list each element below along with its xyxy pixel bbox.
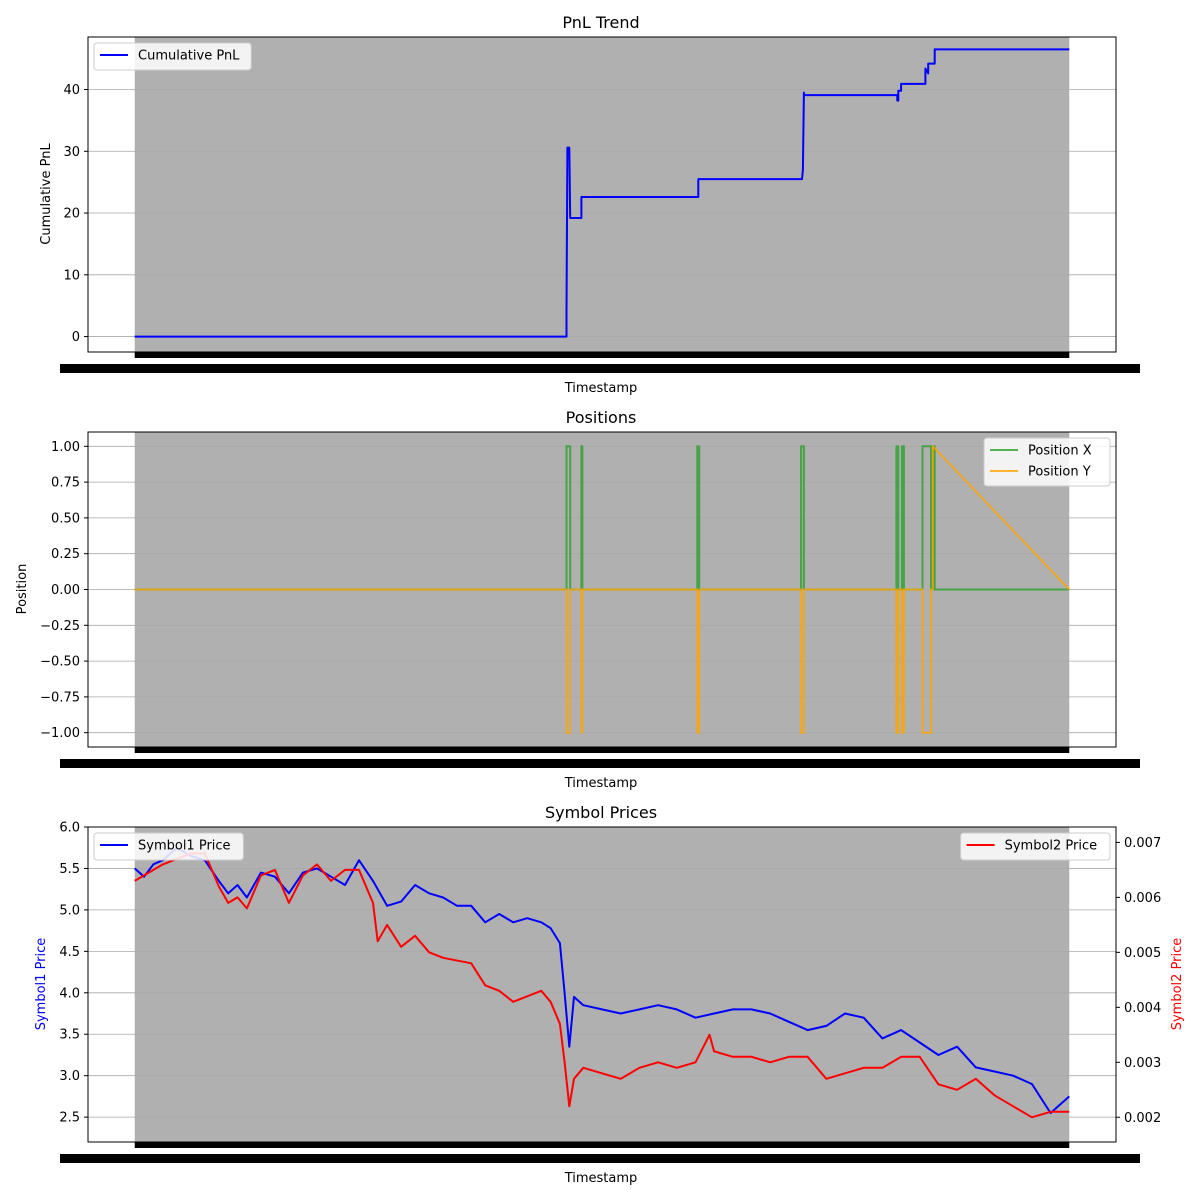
prices-right-y-tick-label: 0.006 <box>1124 891 1161 906</box>
positions-series-line-2 <box>134 445 1071 734</box>
pnl-legend-label: Cumulative PnL <box>138 49 240 64</box>
pnl-background-band <box>134 37 1070 352</box>
prices-right-y-tick-label: 0.003 <box>1124 1056 1161 1071</box>
pnl-y-tick-label: 40 <box>63 83 80 98</box>
positions-legend-label: Position X <box>1028 444 1092 459</box>
prices-y-tick-label: 5.5 <box>59 862 80 877</box>
prices-axes-frame <box>87 826 1117 1143</box>
prices-left-y-axis-label: Symbol1 Price <box>34 938 49 1031</box>
prices-right-y-axis-label: Symbol2 Price <box>1170 938 1185 1031</box>
prices-legend-label: Symbol2 Price <box>1005 839 1098 854</box>
prices-series-line-1 <box>134 846 1070 1114</box>
prices-right-y-tick-label: 0.004 <box>1124 1001 1161 1016</box>
positions-panel: Positions Timestamp Position 1.00 0.75 0.5… <box>15 408 1140 791</box>
prices-y-tick-label: 2.5 <box>59 1111 80 1126</box>
pnl-chart-title: PnL Trend <box>562 13 639 32</box>
pnl-y-axis-label: Cumulative PnL <box>39 143 54 245</box>
positions-y-tick-label: 1.00 <box>51 440 80 455</box>
positions-y-tick-label: −0.50 <box>40 655 80 670</box>
positions-y-tick-label: −0.75 <box>40 690 80 705</box>
prices-x-tick-marks <box>134 1142 1070 1148</box>
prices-x-tick-labels <box>60 1154 1140 1163</box>
pnl-x-tick-labels <box>60 364 1140 373</box>
pnl-y-tick-label: 10 <box>63 268 80 283</box>
positions-y-axis-label: Position <box>15 564 30 615</box>
prices-series-line-2 <box>134 852 1070 1119</box>
prices-y-tick-label: 3.5 <box>59 1028 80 1043</box>
prices-legend-label: Symbol1 Price <box>138 839 231 854</box>
positions-x-axis-label: Timestamp <box>564 776 638 791</box>
prices-y-tick-label: 5.0 <box>59 903 80 918</box>
pnl-x-tick-marks <box>134 352 1070 358</box>
prices-right-y-tick-label: 0.007 <box>1124 836 1161 851</box>
pnl-legend-box <box>93 42 252 71</box>
prices-y-tick-label: 3.0 <box>59 1069 80 1084</box>
pnl-x-axis-label: Timestamp <box>564 381 638 396</box>
positions-y-tick-label: −1.00 <box>40 726 80 741</box>
positions-x-tick-labels <box>60 759 1140 768</box>
prices-x-axis-label: Timestamp <box>564 1171 638 1186</box>
positions-axes-frame <box>87 431 1117 748</box>
prices-legend-box <box>960 832 1111 861</box>
prices-legend-box <box>93 832 244 861</box>
positions-y-tick-label: 0.75 <box>51 476 80 491</box>
positions-y-tick-label: −0.25 <box>40 619 80 634</box>
prices-background-band <box>134 827 1070 1142</box>
symbol-prices-panel: Symbol Prices Timestamp Symbol1 Price Sy… <box>34 803 1185 1186</box>
positions-y-tick-label: 0.25 <box>51 547 80 562</box>
positions-chart-title: Positions <box>566 408 637 427</box>
pnl-series-line-1 <box>134 48 1070 338</box>
positions-x-tick-marks <box>134 747 1070 753</box>
pnl-trend-panel: PnL Trend Timestamp Cumulative PnL 0 10 20… <box>39 13 1140 396</box>
prices-y-tick-label: 4.5 <box>59 945 80 960</box>
pnl-y-tick-label: 0 <box>72 330 80 345</box>
positions-legend-label: Position Y <box>1028 465 1091 480</box>
pnl-y-tick-label: 20 <box>63 207 80 222</box>
prices-y-tick-label: 4.0 <box>59 986 80 1001</box>
pnl-axes-frame <box>87 36 1117 353</box>
positions-y-tick-label: 0.00 <box>51 583 80 598</box>
positions-y-tick-label: 0.50 <box>51 511 80 526</box>
prices-right-y-tick-label: 0.002 <box>1124 1111 1161 1126</box>
pnl-y-tick-label: 30 <box>63 145 80 160</box>
prices-chart-title: Symbol Prices <box>545 803 657 822</box>
prices-y-tick-label: 6.0 <box>59 821 80 836</box>
prices-right-y-tick-label: 0.005 <box>1124 946 1161 961</box>
